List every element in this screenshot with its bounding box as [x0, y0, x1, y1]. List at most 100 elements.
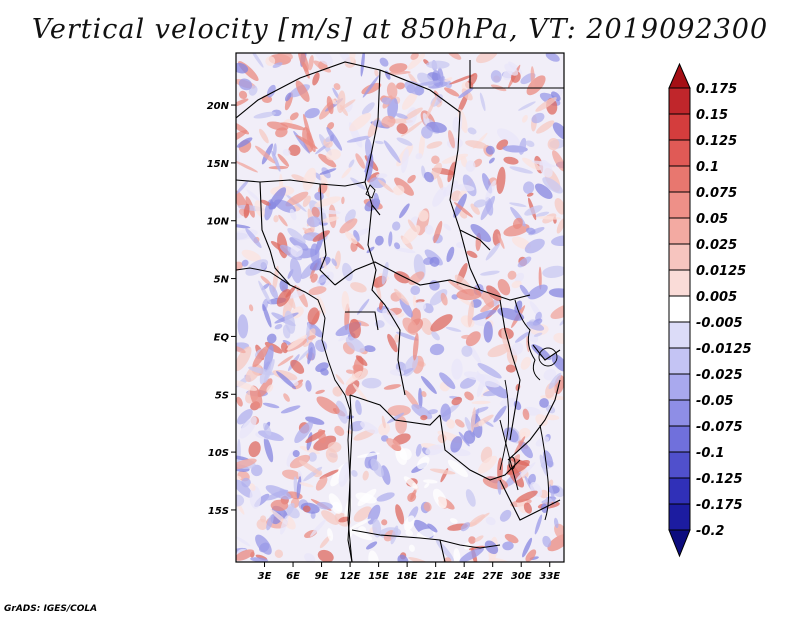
field-patch	[386, 438, 402, 451]
field-patch	[524, 205, 543, 216]
field-patch	[295, 134, 318, 149]
field-patch	[486, 285, 502, 302]
field-patch	[374, 69, 379, 77]
lakes	[365, 184, 558, 471]
field-patch	[236, 409, 253, 425]
field-patch	[484, 180, 496, 202]
field-patch	[237, 314, 249, 339]
field-patch	[455, 184, 475, 192]
field-patch	[312, 230, 330, 242]
field-patch	[418, 210, 429, 222]
field-patch	[305, 380, 312, 392]
field-patch	[269, 284, 279, 300]
field-patch	[307, 335, 317, 340]
field-patch	[490, 70, 502, 83]
field-patch	[435, 539, 455, 562]
field-patch	[367, 172, 380, 183]
field-patch	[236, 396, 243, 407]
field-patch	[236, 160, 259, 173]
field-patch	[485, 516, 496, 526]
field-patch	[289, 237, 309, 251]
field-patch	[280, 342, 289, 354]
field-patch	[525, 140, 535, 148]
field-patch	[258, 430, 284, 442]
field-patch	[313, 435, 337, 451]
field-patch	[253, 111, 276, 119]
field-patch	[361, 102, 375, 115]
field-patch	[345, 336, 366, 353]
colorbar-label: -0.2	[696, 524, 724, 539]
field-patch	[550, 303, 564, 320]
colorbar-swatch	[668, 347, 691, 375]
field-patch	[286, 335, 308, 351]
field-patch	[528, 473, 536, 485]
field-patch	[467, 300, 474, 327]
field-patch	[270, 499, 289, 512]
field-patch	[535, 97, 557, 112]
field-patch	[236, 475, 242, 480]
field-patch	[549, 484, 556, 505]
field-patch	[493, 405, 507, 423]
field-patch	[376, 492, 395, 502]
field-patch	[420, 375, 437, 394]
field-patch	[459, 377, 477, 389]
field-patch	[236, 549, 255, 561]
field-patch	[480, 270, 500, 276]
field-patch	[394, 288, 410, 306]
field-patch	[248, 441, 261, 458]
colorbar-swatch	[668, 139, 691, 167]
field-patch	[326, 127, 343, 151]
field-patch	[402, 317, 418, 335]
field-patch	[333, 83, 341, 91]
field-patch	[366, 246, 375, 254]
field-patch	[282, 469, 301, 480]
field-patch	[348, 318, 361, 339]
field-patch	[280, 405, 301, 414]
field-patch	[496, 128, 520, 147]
field-patch	[451, 358, 463, 380]
field-patch	[433, 220, 443, 244]
field-patch	[477, 363, 502, 379]
field-patch	[497, 480, 502, 495]
field-patch	[518, 101, 536, 111]
field-patch	[538, 266, 542, 290]
lat-tick-label: 20N	[207, 101, 230, 112]
field-patch	[407, 174, 416, 184]
field-patch	[460, 522, 471, 532]
field-patch	[465, 489, 476, 507]
field-patch	[525, 549, 537, 562]
field-patch	[353, 506, 372, 522]
field-patch	[441, 153, 469, 164]
field-patch	[415, 153, 423, 160]
country-borders	[236, 60, 564, 562]
field-patch	[436, 174, 444, 191]
field-patch	[314, 191, 324, 201]
field-patch	[326, 96, 334, 115]
field-patch	[262, 303, 272, 328]
field-patch	[250, 557, 269, 562]
field-patch	[514, 272, 525, 283]
field-patch	[268, 187, 287, 210]
colorbar-swatch	[668, 425, 691, 453]
field-patch	[394, 247, 416, 254]
field-patch	[263, 345, 274, 372]
field-patch	[394, 334, 400, 343]
field-patch	[309, 256, 331, 271]
field-patch	[348, 518, 372, 530]
lon-tick-label: 33E	[539, 571, 560, 582]
lat-tick-label: 5N	[214, 275, 230, 286]
field-patch	[470, 203, 480, 215]
field-patch	[420, 415, 428, 421]
field-patch	[297, 53, 309, 72]
field-patch	[427, 523, 438, 533]
field-patch	[507, 270, 517, 280]
field-patch	[432, 186, 447, 207]
field-patch	[341, 196, 345, 205]
field-patch	[416, 80, 441, 87]
field-patch	[308, 286, 327, 295]
field-patch	[338, 516, 350, 523]
colorbar-swatch	[668, 191, 691, 219]
field-patch	[523, 181, 535, 194]
field-patch	[480, 195, 496, 221]
field-patch	[464, 391, 474, 401]
